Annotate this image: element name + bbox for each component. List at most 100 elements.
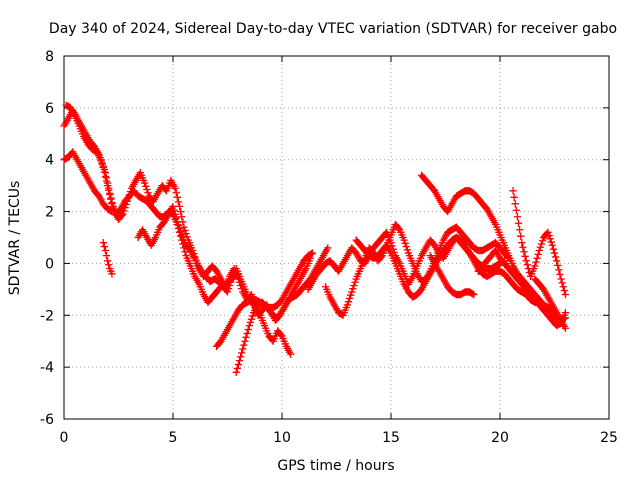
plus-marker [123, 197, 131, 205]
plus-marker [547, 238, 555, 246]
x-axis-label: GPS time / hours [277, 458, 394, 474]
data-markers [60, 101, 570, 376]
plus-marker [538, 237, 547, 245]
plus-marker [238, 285, 246, 293]
plus-marker [234, 360, 243, 369]
x-tick-label: 0 [60, 430, 69, 446]
y-tick-label: 0 [45, 256, 54, 272]
plus-marker [277, 331, 285, 339]
plus-marker [125, 191, 134, 199]
plus-marker [99, 239, 107, 247]
plus-marker [169, 202, 177, 211]
plus-marker [241, 337, 249, 345]
plus-marker [245, 322, 253, 330]
plus-marker [350, 281, 358, 290]
plus-marker [394, 224, 403, 233]
plus-marker [345, 294, 354, 303]
plus-marker [533, 254, 541, 262]
plus-marker [509, 187, 517, 195]
plus-marker [234, 275, 243, 283]
y-tick-label: 6 [45, 101, 54, 117]
plus-marker [351, 278, 359, 286]
plus-marker [99, 162, 107, 170]
plus-marker [551, 253, 560, 261]
plus-marker [118, 211, 126, 220]
plus-marker [232, 368, 240, 376]
y-tick-label: -2 [40, 308, 54, 324]
plus-marker [174, 198, 183, 206]
sat-trace-5 [134, 202, 295, 358]
plus-marker [233, 364, 241, 373]
plus-marker [236, 281, 245, 290]
plus-marker [287, 350, 295, 358]
plus-marker [555, 266, 563, 274]
plus-marker [176, 207, 185, 216]
plus-marker [532, 258, 540, 266]
plus-marker [242, 333, 250, 341]
plus-marker [101, 246, 110, 255]
plus-marker [182, 229, 190, 238]
plus-marker [181, 226, 189, 235]
plus-marker [510, 193, 518, 201]
plus-marker [512, 206, 520, 214]
plus-marker [243, 329, 251, 338]
plus-marker [514, 219, 523, 227]
sat-trace-9 [321, 220, 513, 319]
plus-marker [554, 261, 562, 270]
plus-marker [402, 242, 410, 251]
plus-marker [537, 240, 546, 248]
plus-marker [553, 257, 561, 265]
plus-marker [550, 249, 559, 257]
y-axis-tick-labels: -6 -4 -2 0 2 4 6 8 [40, 49, 54, 428]
plus-marker [235, 278, 244, 286]
x-axis-tick-labels: 0 5 10 15 20 25 [60, 430, 618, 446]
plus-marker [119, 210, 127, 218]
plus-marker [401, 239, 409, 247]
plus-marker [175, 202, 184, 211]
sat-trace-3 [62, 101, 314, 325]
plus-marker [548, 241, 556, 249]
x-tick-label: 25 [600, 430, 618, 446]
plus-marker [534, 250, 542, 259]
sat-trace-11 [417, 171, 570, 325]
plus-marker [236, 353, 245, 361]
plus-marker [348, 288, 356, 296]
plus-marker [175, 224, 184, 233]
plot-area-frame [63, 55, 610, 420]
plus-marker [100, 165, 108, 174]
plus-marker [144, 189, 152, 197]
plus-marker [103, 257, 112, 265]
plus-marker [535, 246, 543, 255]
plus-marker [124, 194, 132, 202]
plus-marker [549, 245, 558, 253]
plus-marker [235, 357, 244, 365]
plus-marker [518, 239, 526, 247]
plus-marker [347, 291, 355, 299]
sat-trace-6 [212, 249, 317, 351]
plus-marker [120, 207, 128, 215]
plus-marker [108, 198, 116, 207]
plus-marker [172, 214, 180, 222]
plus-marker [103, 179, 112, 187]
plus-marker [223, 288, 232, 296]
plus-marker [561, 324, 570, 332]
plus-marker [558, 279, 566, 287]
sat-trace-2 [60, 148, 116, 216]
plus-marker [559, 283, 567, 291]
plus-marker [181, 248, 189, 256]
plus-marker [519, 243, 527, 251]
plus-marker [105, 261, 113, 269]
plus-marker [172, 189, 180, 197]
plus-marker [105, 184, 113, 192]
plus-marker [246, 318, 255, 327]
grid-lines [64, 56, 609, 419]
plus-marker [240, 341, 248, 349]
plus-marker [513, 213, 522, 221]
plus-marker [244, 325, 252, 334]
plus-marker [536, 243, 544, 251]
plus-marker [101, 169, 110, 177]
plus-marker [109, 203, 117, 211]
plus-marker [520, 248, 528, 256]
y-tick-label: 4 [45, 153, 54, 169]
